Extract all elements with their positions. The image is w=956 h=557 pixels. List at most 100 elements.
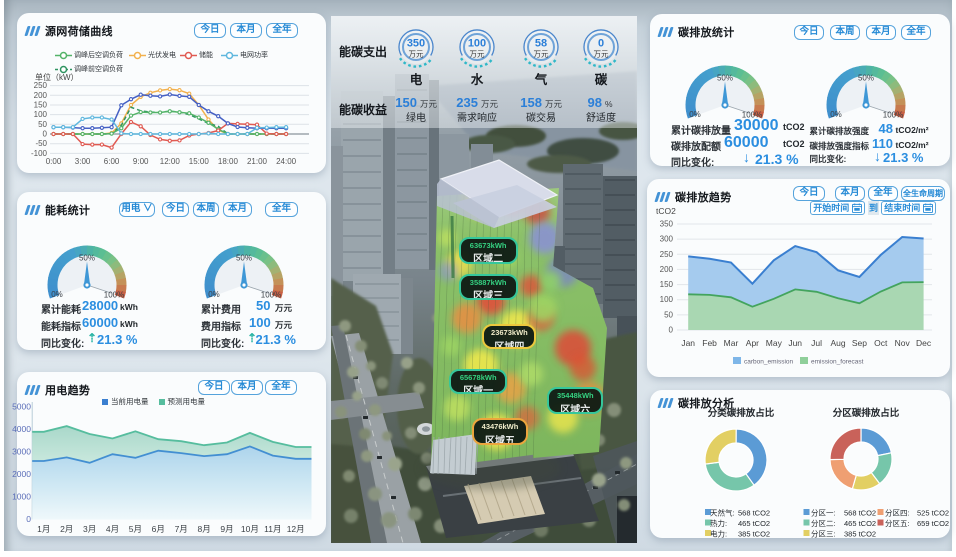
svg-text:碳交易: 碳交易	[526, 111, 556, 124]
svg-text:250: 250	[34, 81, 48, 90]
svg-text:9:00: 9:00	[133, 157, 149, 166]
svg-text:385 tCO2: 385 tCO2	[844, 530, 876, 539]
svg-text:385 tCO2: 385 tCO2	[738, 530, 770, 539]
svg-text:-100: -100	[31, 149, 48, 158]
svg-text:465 tCO2: 465 tCO2	[844, 519, 876, 528]
svg-text:4月: 4月	[106, 524, 119, 534]
svg-text:98: 98	[588, 95, 602, 110]
svg-text:250: 250	[660, 250, 674, 259]
svg-text:5000: 5000	[12, 402, 31, 412]
svg-text:2000: 2000	[12, 469, 31, 479]
svg-text:150: 150	[395, 95, 417, 110]
svg-text:10月: 10月	[241, 524, 259, 534]
svg-text:3月: 3月	[83, 524, 96, 534]
svg-text:气: 气	[534, 72, 548, 87]
svg-text:水: 水	[471, 72, 484, 87]
svg-text:Apr: Apr	[746, 338, 759, 348]
svg-text:158: 158	[520, 95, 542, 110]
svg-text:0%: 0%	[51, 290, 63, 299]
svg-text:568 tCO2: 568 tCO2	[844, 509, 876, 518]
svg-text:200: 200	[660, 265, 674, 274]
svg-text:11月: 11月	[264, 524, 281, 534]
svg-text:万元: 万元	[534, 50, 549, 59]
svg-text:50%: 50%	[717, 74, 733, 83]
svg-text:分区五:: 分区五:	[885, 519, 910, 528]
svg-text:carbon_emission: carbon_emission	[744, 359, 794, 366]
svg-text:Mar: Mar	[724, 338, 739, 348]
svg-text:18:00: 18:00	[218, 157, 239, 166]
svg-text:0%: 0%	[208, 290, 220, 299]
svg-text:Sep: Sep	[852, 338, 867, 348]
svg-text:50%: 50%	[236, 254, 252, 263]
svg-text:235: 235	[456, 95, 478, 110]
svg-text:热力:: 热力:	[710, 518, 727, 528]
svg-text:2月: 2月	[60, 524, 73, 534]
svg-text:May: May	[766, 338, 783, 348]
svg-text:电: 电	[410, 72, 423, 87]
svg-text:12月: 12月	[287, 524, 305, 534]
svg-text:电力:: 电力:	[710, 529, 727, 539]
svg-text:5月: 5月	[129, 524, 142, 534]
svg-text:天然气:: 天然气:	[710, 508, 735, 518]
svg-text:300: 300	[660, 235, 674, 244]
svg-text:能碳支出: 能碳支出	[339, 44, 387, 59]
svg-text:Oct: Oct	[874, 338, 888, 348]
svg-text:emission_forecast: emission_forecast	[811, 359, 864, 366]
svg-text:单位（kW）: 单位（kW）	[35, 72, 79, 82]
svg-text:万元: 万元	[470, 50, 485, 59]
svg-text:100: 100	[468, 38, 486, 50]
svg-text:100: 100	[34, 110, 48, 119]
svg-text:525 tCO2: 525 tCO2	[917, 509, 949, 518]
svg-text:分区三:: 分区三:	[811, 530, 836, 539]
svg-text:3:00: 3:00	[75, 157, 91, 166]
svg-text:1000: 1000	[12, 492, 31, 502]
svg-text:21:00: 21:00	[247, 157, 268, 166]
svg-text:分区二:: 分区二:	[811, 519, 836, 528]
svg-text:Nov: Nov	[895, 338, 911, 348]
svg-text:8月: 8月	[197, 524, 210, 534]
svg-text:50: 50	[664, 310, 673, 319]
svg-text:100%: 100%	[883, 111, 903, 120]
svg-text:350: 350	[660, 220, 674, 229]
svg-text:24:00: 24:00	[276, 157, 297, 166]
svg-text:Dec: Dec	[916, 338, 932, 348]
svg-text:舒适度: 舒适度	[586, 111, 616, 124]
svg-text:100: 100	[660, 295, 674, 304]
svg-text:tCO2: tCO2	[656, 206, 676, 216]
svg-text:9月: 9月	[220, 524, 233, 534]
svg-text:Aug: Aug	[830, 338, 845, 348]
svg-text:Feb: Feb	[702, 338, 717, 348]
svg-text:0%: 0%	[689, 110, 701, 119]
svg-text:1月: 1月	[37, 524, 50, 534]
svg-text:0:00: 0:00	[46, 157, 62, 166]
svg-text:分区碳排放占比: 分区碳排放占比	[833, 407, 900, 419]
svg-text:50%: 50%	[79, 254, 95, 263]
svg-text:200: 200	[34, 91, 48, 100]
svg-text:分区四:: 分区四:	[885, 509, 910, 518]
svg-text:%: %	[605, 99, 613, 109]
svg-text:150: 150	[34, 101, 48, 110]
svg-text:万元: 万元	[545, 99, 563, 109]
svg-text:6月: 6月	[152, 524, 165, 534]
svg-text:0: 0	[598, 38, 604, 50]
svg-text:万元: 万元	[409, 50, 424, 59]
svg-text:50: 50	[38, 120, 47, 129]
svg-text:100%: 100%	[742, 111, 762, 120]
svg-text:0%: 0%	[830, 110, 842, 119]
svg-text:能碳收益: 能碳收益	[339, 102, 387, 117]
svg-text:万元: 万元	[420, 99, 438, 109]
svg-text:7月: 7月	[175, 524, 188, 534]
svg-text:万元: 万元	[594, 50, 609, 59]
svg-text:50%: 50%	[858, 74, 874, 83]
svg-text:万元: 万元	[481, 99, 499, 109]
svg-text:Jan: Jan	[681, 338, 695, 348]
svg-text:0: 0	[669, 326, 674, 335]
svg-text:150: 150	[660, 280, 674, 289]
svg-text:Jun: Jun	[788, 338, 802, 348]
svg-text:0: 0	[26, 514, 31, 524]
svg-text:0: 0	[43, 130, 48, 139]
svg-text:分区一:: 分区一:	[811, 509, 836, 518]
svg-text:碳: 碳	[595, 72, 608, 87]
svg-text:3000: 3000	[12, 447, 31, 457]
svg-text:分类碳排放占比: 分类碳排放占比	[708, 407, 775, 419]
